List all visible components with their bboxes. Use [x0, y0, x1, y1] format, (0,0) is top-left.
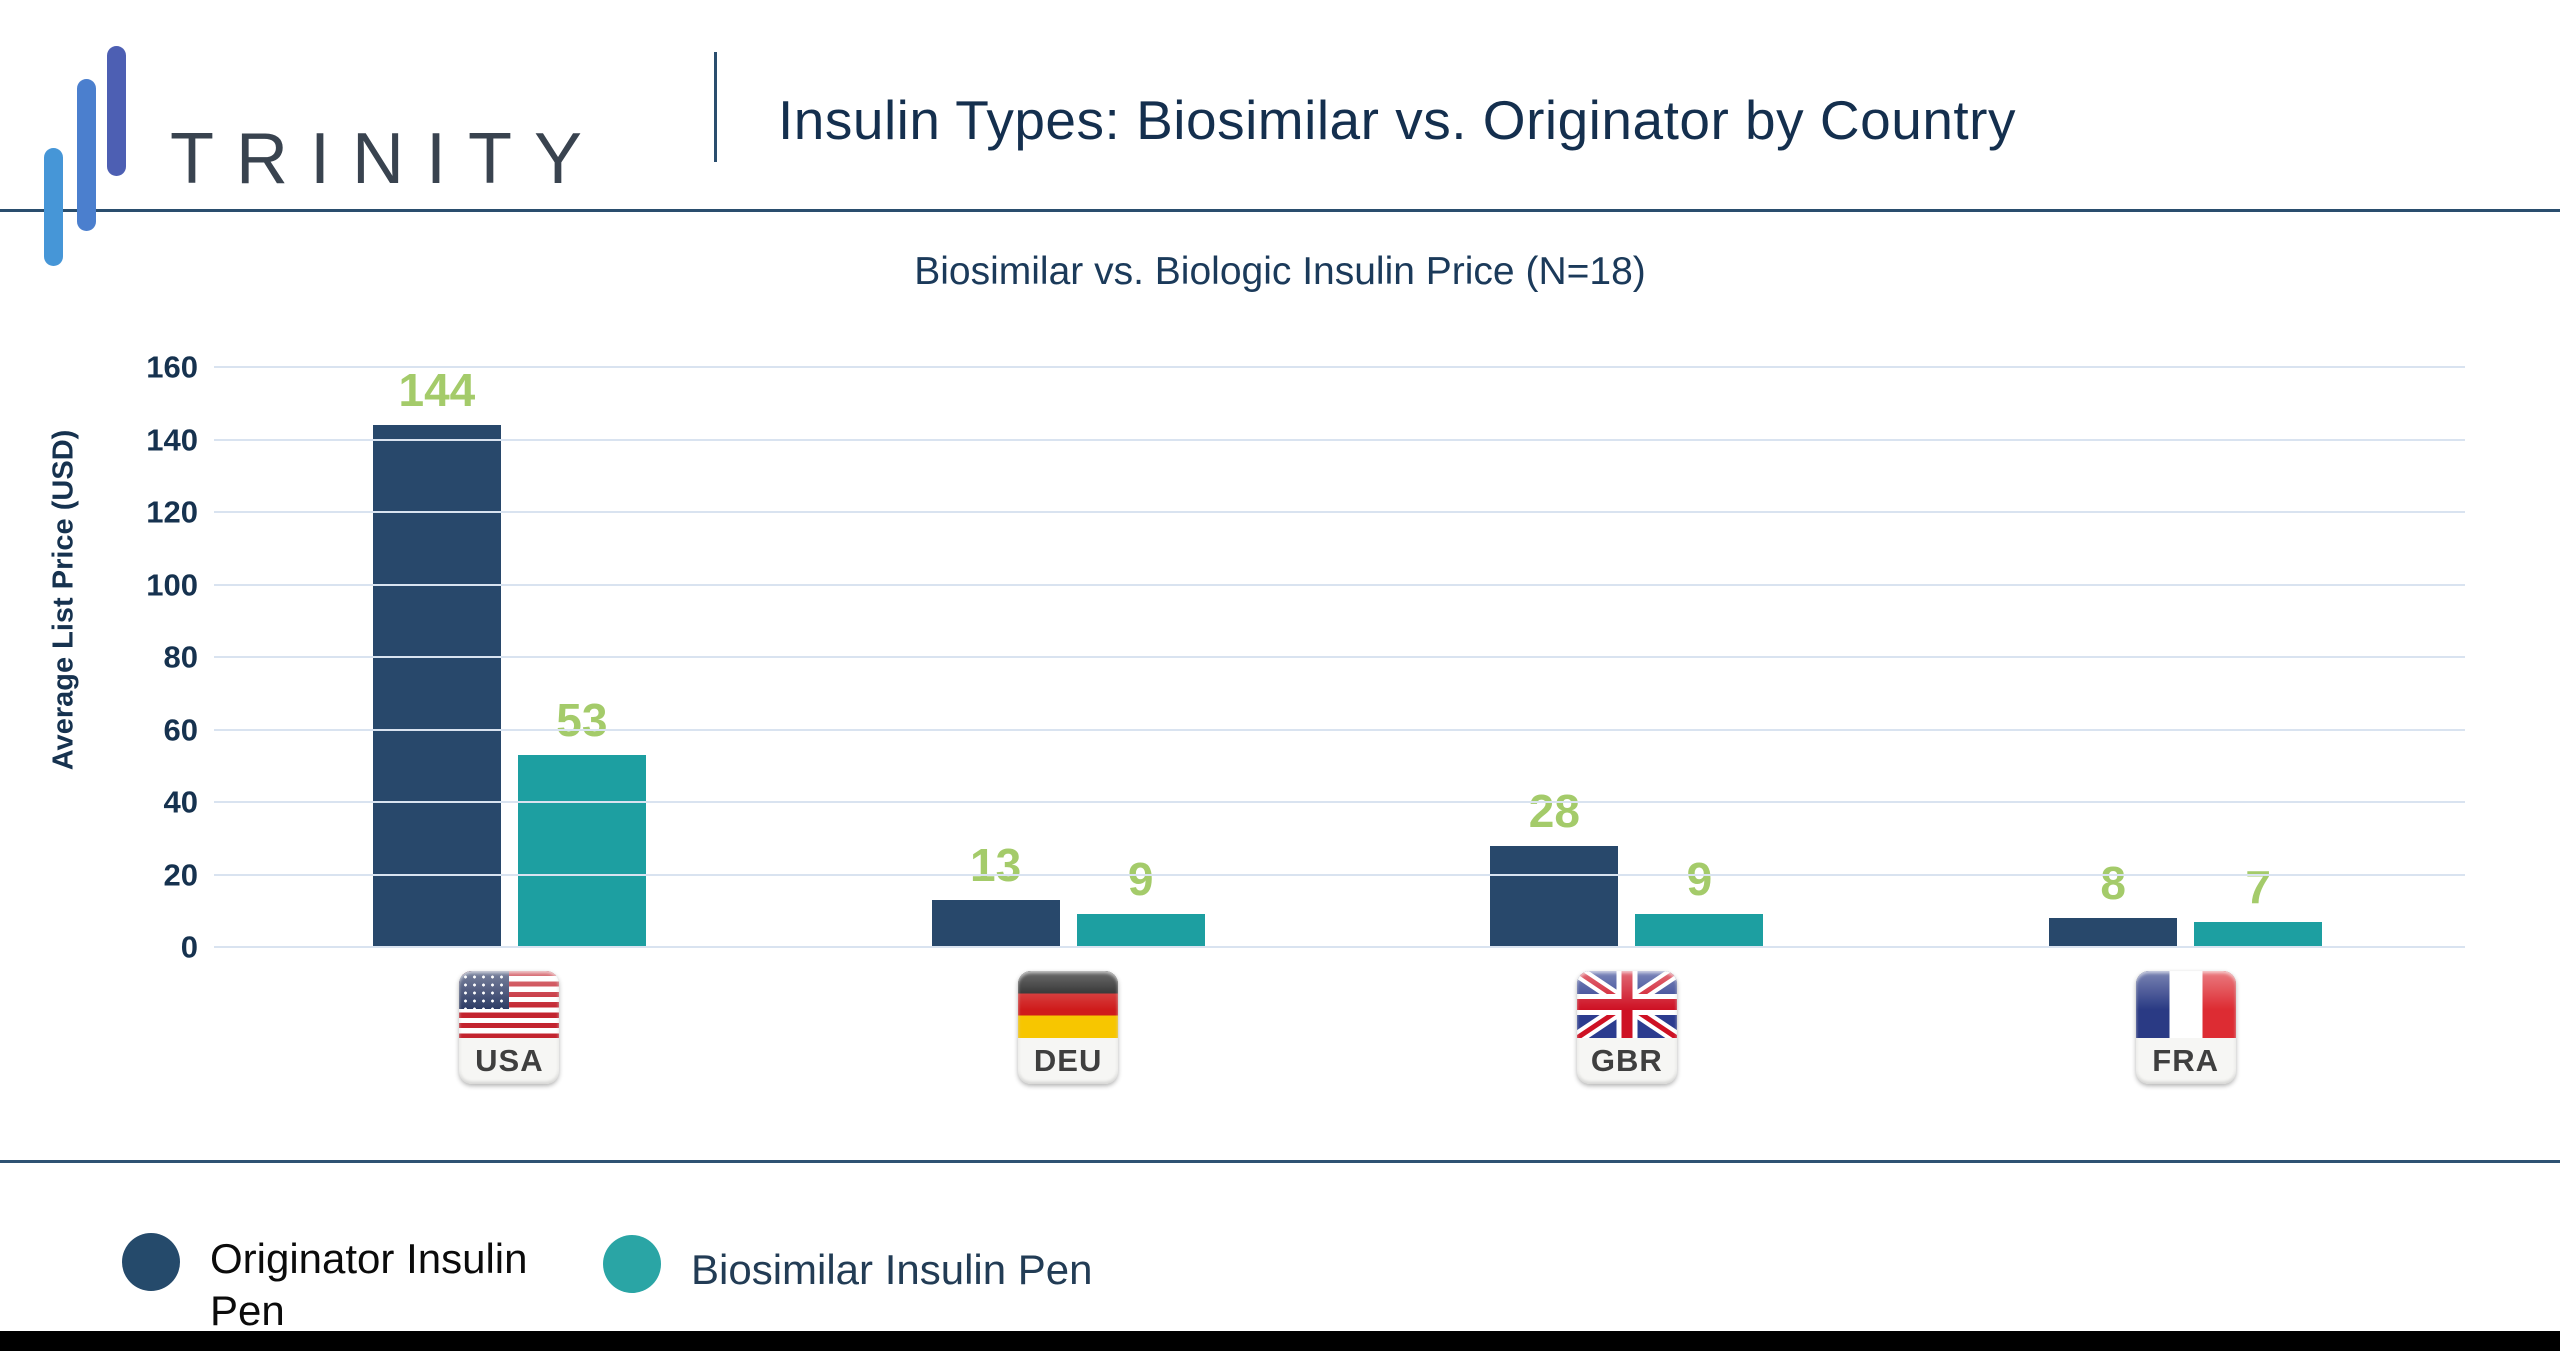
flag-slot-deu: DEU — [789, 971, 1348, 1084]
header: TRINITY Insulin Types: Biosimilar vs. Or… — [0, 0, 2560, 266]
header-divider — [714, 52, 717, 162]
bar-col-originator-insulin-pen-fra: 8 — [2049, 367, 2178, 947]
flag-fra-icon: FRA — [2135, 971, 2236, 1084]
gridline-20 — [214, 873, 2465, 876]
flag-gbr-icon: GBR — [1576, 971, 1677, 1084]
bar-originator-insulin-pen-fra — [2049, 918, 2178, 947]
flag-usa-icon: USA — [459, 971, 560, 1084]
flag-slot-usa: USA — [230, 971, 789, 1084]
y-axis-ticks: 0 20 40 60 80 100 120 140 160 — [0, 352, 198, 963]
flag-face-usa — [459, 971, 560, 1038]
footer-bar — [0, 1331, 2560, 1351]
logo-bar-medium-blue — [77, 79, 96, 231]
flag-face-gbr — [1576, 971, 1677, 1038]
legend-label-biosimilar: Biosimilar Insulin Pen — [691, 1246, 1093, 1293]
gridline-160 — [214, 366, 2465, 368]
bar-originator-insulin-pen-usa — [372, 425, 501, 947]
value-label-originator-insulin-pen-usa: 144 — [398, 364, 476, 416]
bar-originator-insulin-pen-gbr — [1490, 845, 1619, 947]
plot-area: 144 53 13 9 28 9 8 7 — [214, 364, 2465, 948]
legend-swatch-biosimilar — [603, 1235, 661, 1293]
y-tick-label-160: 160 — [146, 349, 198, 385]
gridline-80 — [214, 656, 2465, 658]
legend-item-biosimilar: Biosimilar Insulin Pen — [603, 1235, 1093, 1296]
y-tick-label-100: 100 — [146, 567, 198, 602]
flags-row: USA DEU GBR FRA — [230, 971, 2465, 1084]
value-label-originator-insulin-pen-gbr: 28 — [1528, 784, 1580, 837]
bar-biosimilar-insulin-pen-gbr — [1635, 914, 1764, 947]
flag-face-fra — [2135, 971, 2236, 1038]
page-title: Insulin Types: Biosimilar vs. Originator… — [778, 89, 2016, 151]
value-label-originator-insulin-pen-deu: 13 — [970, 838, 1022, 891]
bar-group-gbr: 28 9 — [1348, 367, 1907, 947]
trinity-logo-icon — [0, 0, 160, 266]
y-tick-label-140: 140 — [146, 422, 198, 457]
gridline-100 — [214, 583, 2465, 586]
legend-divider — [0, 1160, 2560, 1163]
legend-item-originator: Originator Insulin Pen — [122, 1233, 540, 1336]
flag-code-label-usa: USA — [459, 1038, 560, 1084]
bar-col-biosimilar-insulin-pen-deu: 9 — [1076, 367, 1205, 947]
bar-biosimilar-insulin-pen-usa — [517, 754, 646, 947]
brand-wordmark: TRINITY — [170, 119, 604, 199]
bar-col-originator-insulin-pen-deu: 13 — [931, 367, 1060, 947]
gridline-140 — [214, 438, 2465, 441]
bar-col-biosimilar-insulin-pen-fra: 7 — [2194, 367, 2323, 947]
bar-group-deu: 13 9 — [789, 367, 1348, 947]
flag-code-label-fra: FRA — [2135, 1038, 2236, 1084]
y-tick-label-40: 40 — [163, 784, 198, 820]
y-tick-label-60: 60 — [163, 712, 198, 747]
bar-col-originator-insulin-pen-gbr: 28 — [1490, 367, 1619, 947]
legend-label-originator: Originator Insulin Pen — [210, 1235, 528, 1334]
value-label-biosimilar-insulin-pen-usa: 53 — [556, 693, 608, 746]
flag-code-label-deu: DEU — [1018, 1038, 1119, 1084]
gridline-0 — [214, 946, 2465, 948]
value-label-biosimilar-insulin-pen-fra: 7 — [2245, 860, 2271, 913]
bar-col-biosimilar-insulin-pen-gbr: 9 — [1635, 367, 1764, 947]
gridline-60 — [214, 728, 2465, 731]
chart-title: Biosimilar vs. Biologic Insulin Price (N… — [914, 250, 1646, 293]
bar-originator-insulin-pen-deu — [931, 899, 1060, 947]
y-tick-label-120: 120 — [146, 494, 198, 530]
legend: Originator Insulin Pen Biosimilar Insuli… — [0, 1228, 2560, 1338]
logo-bar-indigo — [107, 46, 126, 176]
flag-deu-icon: DEU — [1018, 971, 1119, 1084]
usa-canton — [459, 971, 510, 1009]
flag-slot-gbr: GBR — [1348, 971, 1907, 1084]
flag-face-deu — [1018, 971, 1119, 1038]
gridline-40 — [214, 801, 2465, 803]
bar-biosimilar-insulin-pen-deu — [1076, 914, 1205, 947]
bar-col-biosimilar-insulin-pen-usa: 53 — [517, 367, 646, 947]
gridline-120 — [214, 511, 2465, 513]
flag-code-label-gbr: GBR — [1576, 1038, 1677, 1084]
value-label-originator-insulin-pen-fra: 8 — [2100, 857, 2126, 909]
logo-bar-light-blue — [44, 148, 63, 266]
bar-biosimilar-insulin-pen-fra — [2194, 921, 2323, 947]
y-tick-label-80: 80 — [163, 639, 198, 675]
y-tick-label-0: 0 — [180, 929, 198, 965]
y-tick-label-20: 20 — [163, 857, 198, 892]
legend-swatch-originator — [122, 1233, 180, 1291]
value-label-biosimilar-insulin-pen-gbr: 9 — [1686, 853, 1713, 906]
value-label-biosimilar-insulin-pen-deu: 9 — [1127, 853, 1154, 906]
flag-slot-fra: FRA — [1906, 971, 2465, 1084]
